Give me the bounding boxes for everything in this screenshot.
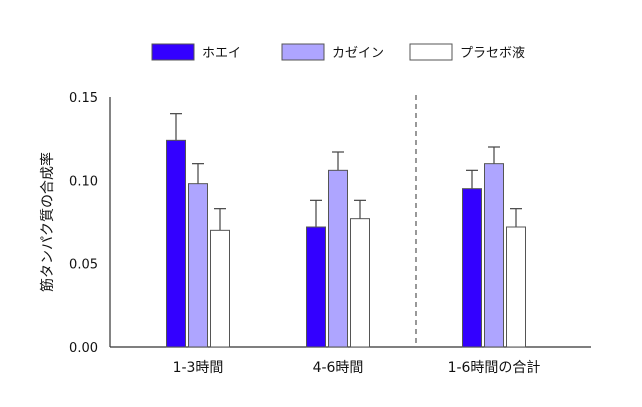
bar-casein [484, 163, 504, 348]
legend: ホエイ カゼイン プラセボ液 [151, 43, 525, 61]
legend-label: プラセボ液 [460, 46, 525, 61]
x-tick-label: 1-3時間 [173, 360, 224, 376]
y-tick-label: 0.00 [69, 341, 98, 356]
bar-casein [188, 183, 208, 348]
bar-placebo [506, 226, 526, 348]
x-tick-label: 4-6時間 [313, 360, 364, 376]
bar-casein [328, 169, 348, 348]
bar-whey [462, 188, 482, 348]
y-axis-label: 筋タンパク質の合成率 [39, 152, 56, 292]
y-tick-label: 0.15 [69, 91, 98, 106]
legend-swatch [151, 43, 195, 61]
y-tick-label: 0.05 [69, 258, 98, 273]
legend-swatch [281, 43, 325, 61]
legend-swatch [409, 43, 453, 61]
bar-whey [166, 139, 186, 348]
bar-whey [306, 226, 326, 348]
bar-placebo [350, 218, 370, 348]
bar-placebo [210, 229, 230, 348]
legend-label: カゼイン [332, 46, 384, 61]
legend-label: ホエイ [202, 46, 241, 61]
y-tick-label: 0.10 [69, 174, 98, 189]
x-tick-label: 1-6時間の合計 [448, 360, 541, 376]
